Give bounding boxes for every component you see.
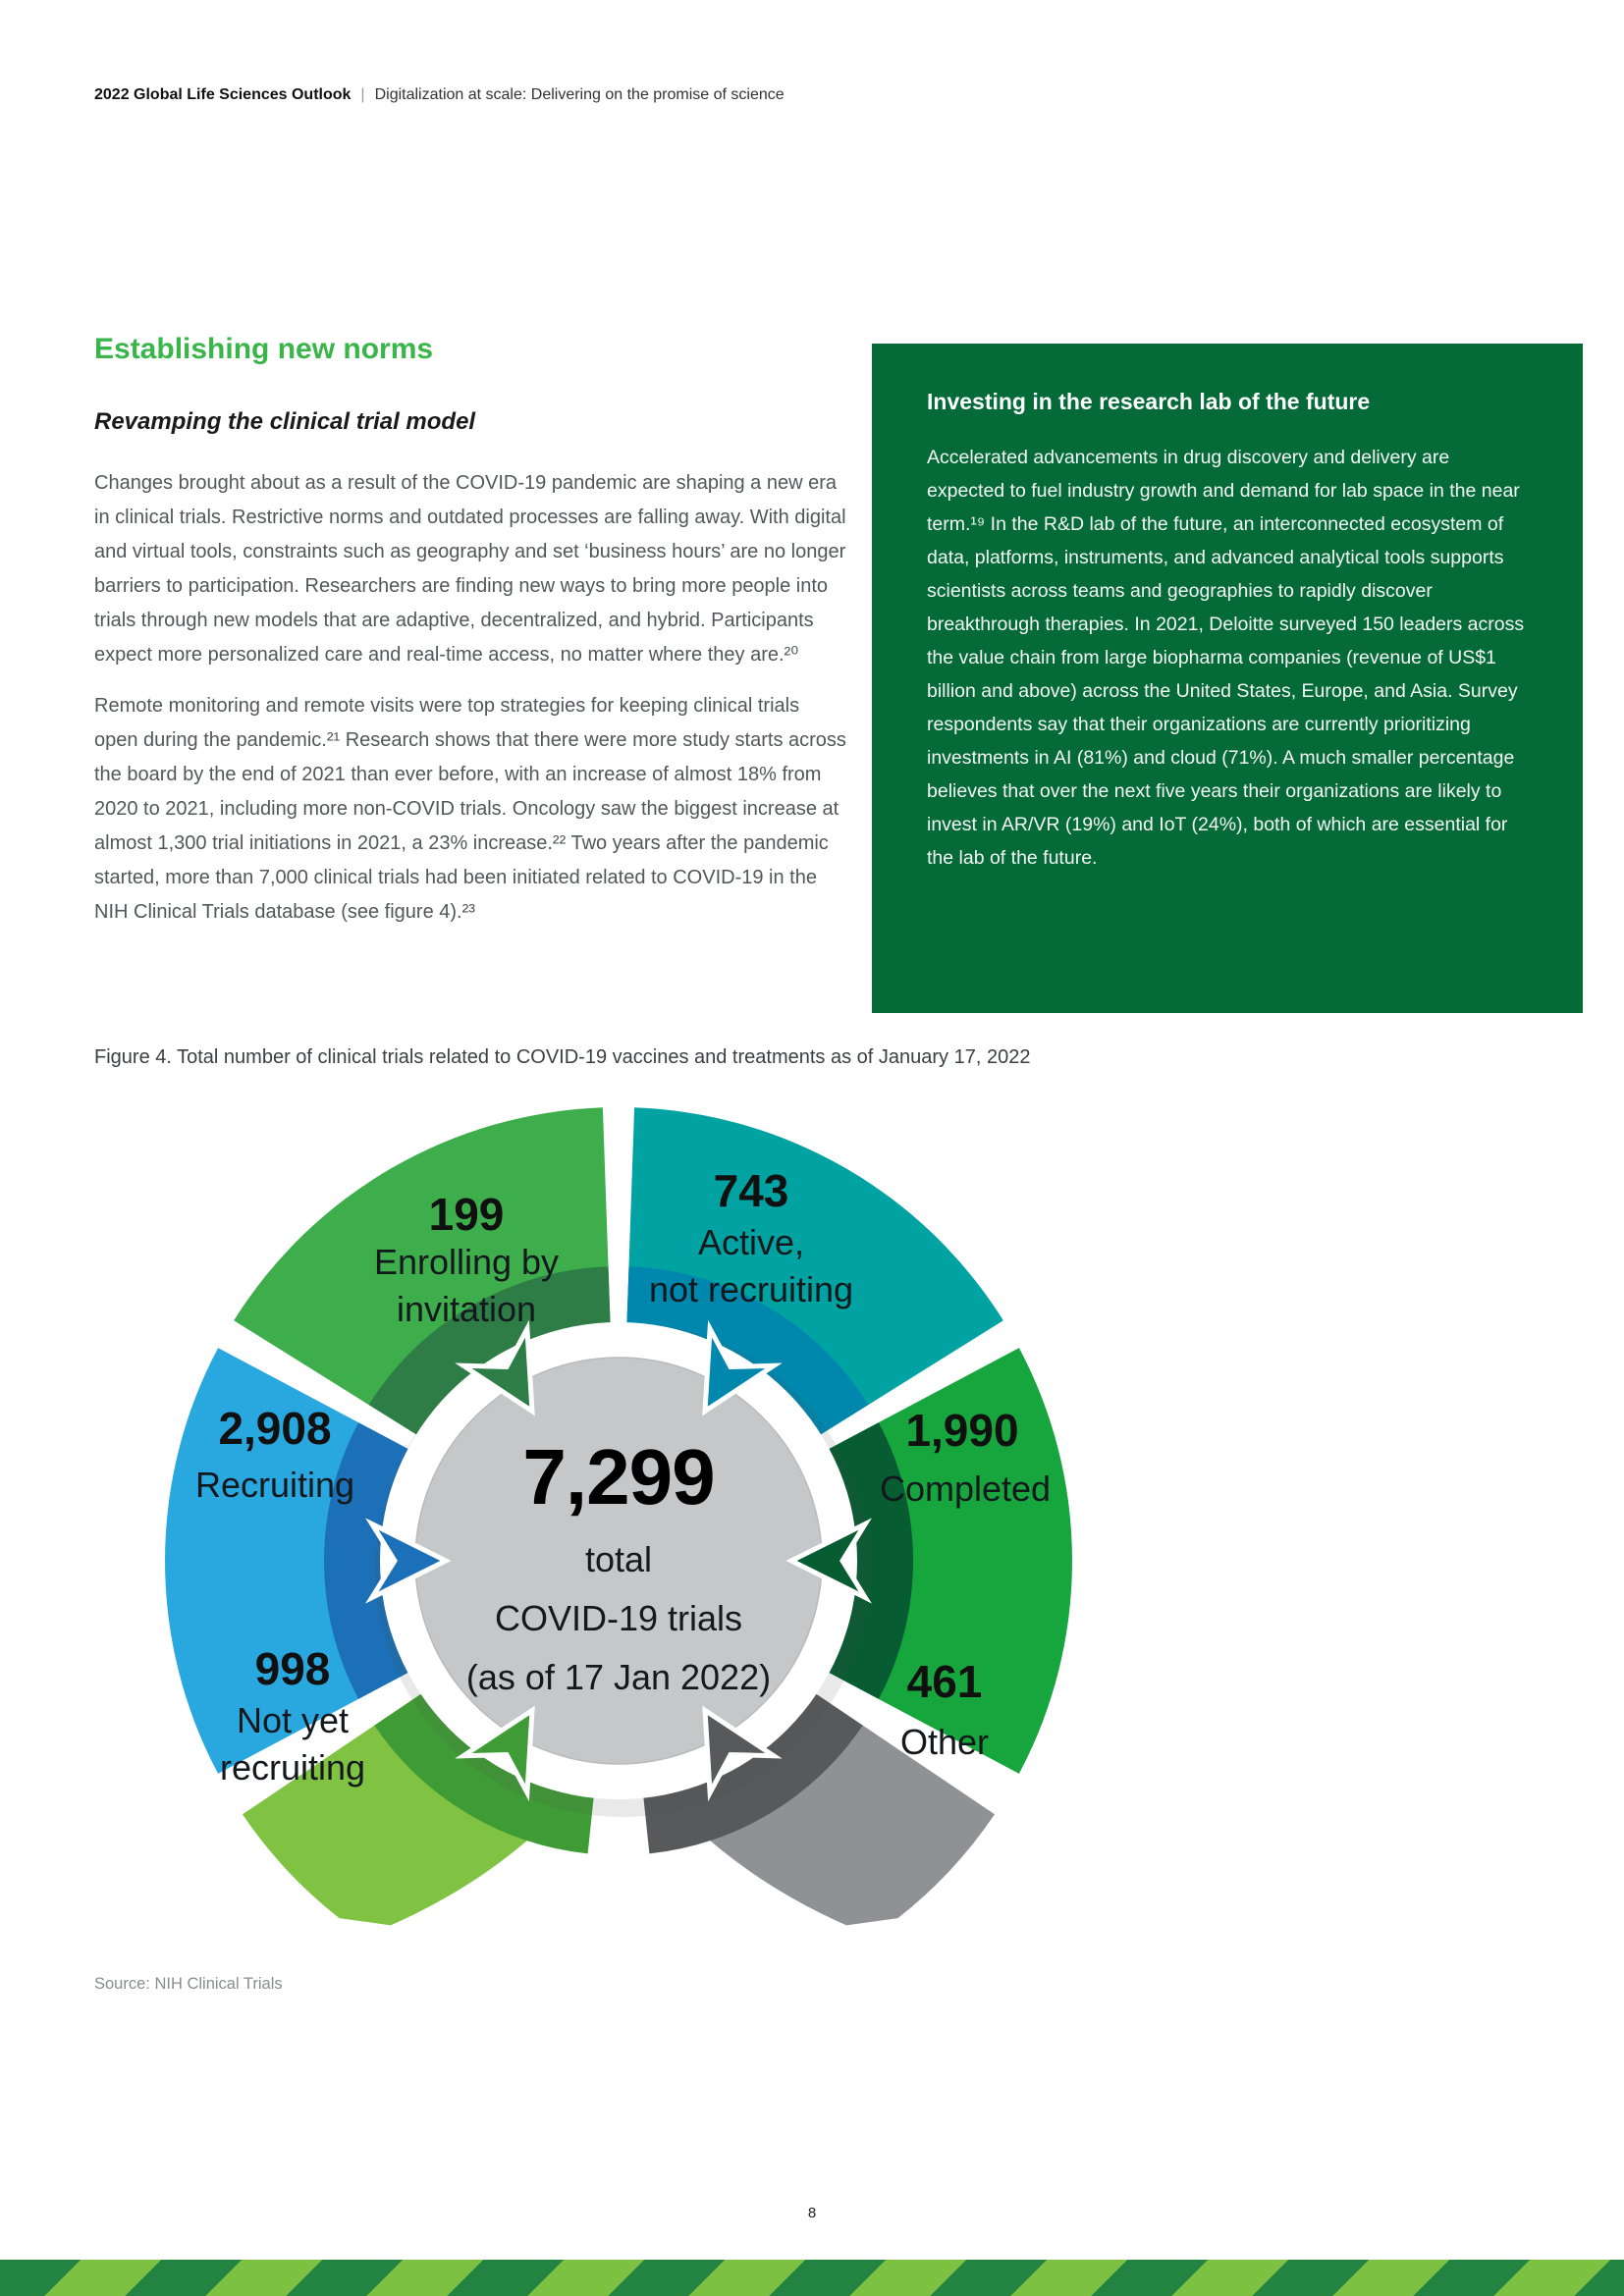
segment-label-recruiting: Recruiting <box>194 1465 355 1506</box>
figure-source: Source: NIH Clinical Trials <box>94 1975 283 1993</box>
running-header: 2022 Global Life Sciences Outlook | Digita… <box>94 86 785 104</box>
figure-caption: Figure 4. Total number of clinical trial… <box>94 1046 1031 1068</box>
segment-value-enrolling-by-invitation: 199 <box>428 1189 505 1240</box>
body-paragraph: Changes brought about as a result of the… <box>94 472 846 667</box>
report-title: 2022 Global Life Sciences Outlook <box>94 86 352 103</box>
header-divider: | <box>360 86 365 103</box>
segment-label-not-yet-recruiting: Not yet recruiting <box>219 1700 366 1788</box>
chart-total-date: (as of 17 Jan 2022) <box>465 1657 772 1697</box>
figure4-chart: 743 Active, not recruiting 1,990 Complet… <box>88 1104 1149 1939</box>
section-heading: Establishing new norms <box>94 333 434 365</box>
segment-value-active-not-recruiting: 743 <box>713 1165 789 1216</box>
callout-title: Investing in the research lab of the fut… <box>927 389 1371 414</box>
callout-body: Accelerated advancements in drug discove… <box>927 447 1525 869</box>
footer-stripe-band <box>0 2260 1624 2296</box>
segment-label-active-not-recruiting: Active, not recruiting <box>648 1222 854 1309</box>
report-subtitle: Digitalization at scale: Delivering on t… <box>374 86 785 103</box>
page-number: 8 <box>807 2205 817 2221</box>
segment-label-completed: Completed <box>879 1468 1052 1510</box>
chart-total-subject: COVID-19 trials <box>494 1598 743 1638</box>
section-subheading: Revamping the clinical trial model <box>94 408 476 435</box>
chart-total-value: 7,299 <box>522 1433 715 1521</box>
segment-value-not-yet-recruiting: 998 <box>254 1643 331 1694</box>
donut-wheel-graphic <box>165 1107 1072 1926</box>
segment-label-enrolling-by-invitation: Enrolling by invitation <box>373 1242 560 1329</box>
article-column: Establishing new norms Revamping the cli… <box>94 332 846 930</box>
chart-center-text: 7,299 total COVID-19 trials (as of 17 Ja… <box>407 1436 830 1695</box>
segment-value-completed: 1,990 <box>905 1405 1019 1456</box>
body-paragraph: Remote monitoring and remote visits were… <box>94 695 846 924</box>
segment-value-other: 461 <box>906 1656 983 1707</box>
chart-total-label: total <box>584 1539 653 1579</box>
segment-value-recruiting: 2,908 <box>218 1403 332 1454</box>
sidebar-callout-box: Investing in the research lab of the fut… <box>872 344 1583 1013</box>
segment-label-other: Other <box>899 1722 990 1763</box>
